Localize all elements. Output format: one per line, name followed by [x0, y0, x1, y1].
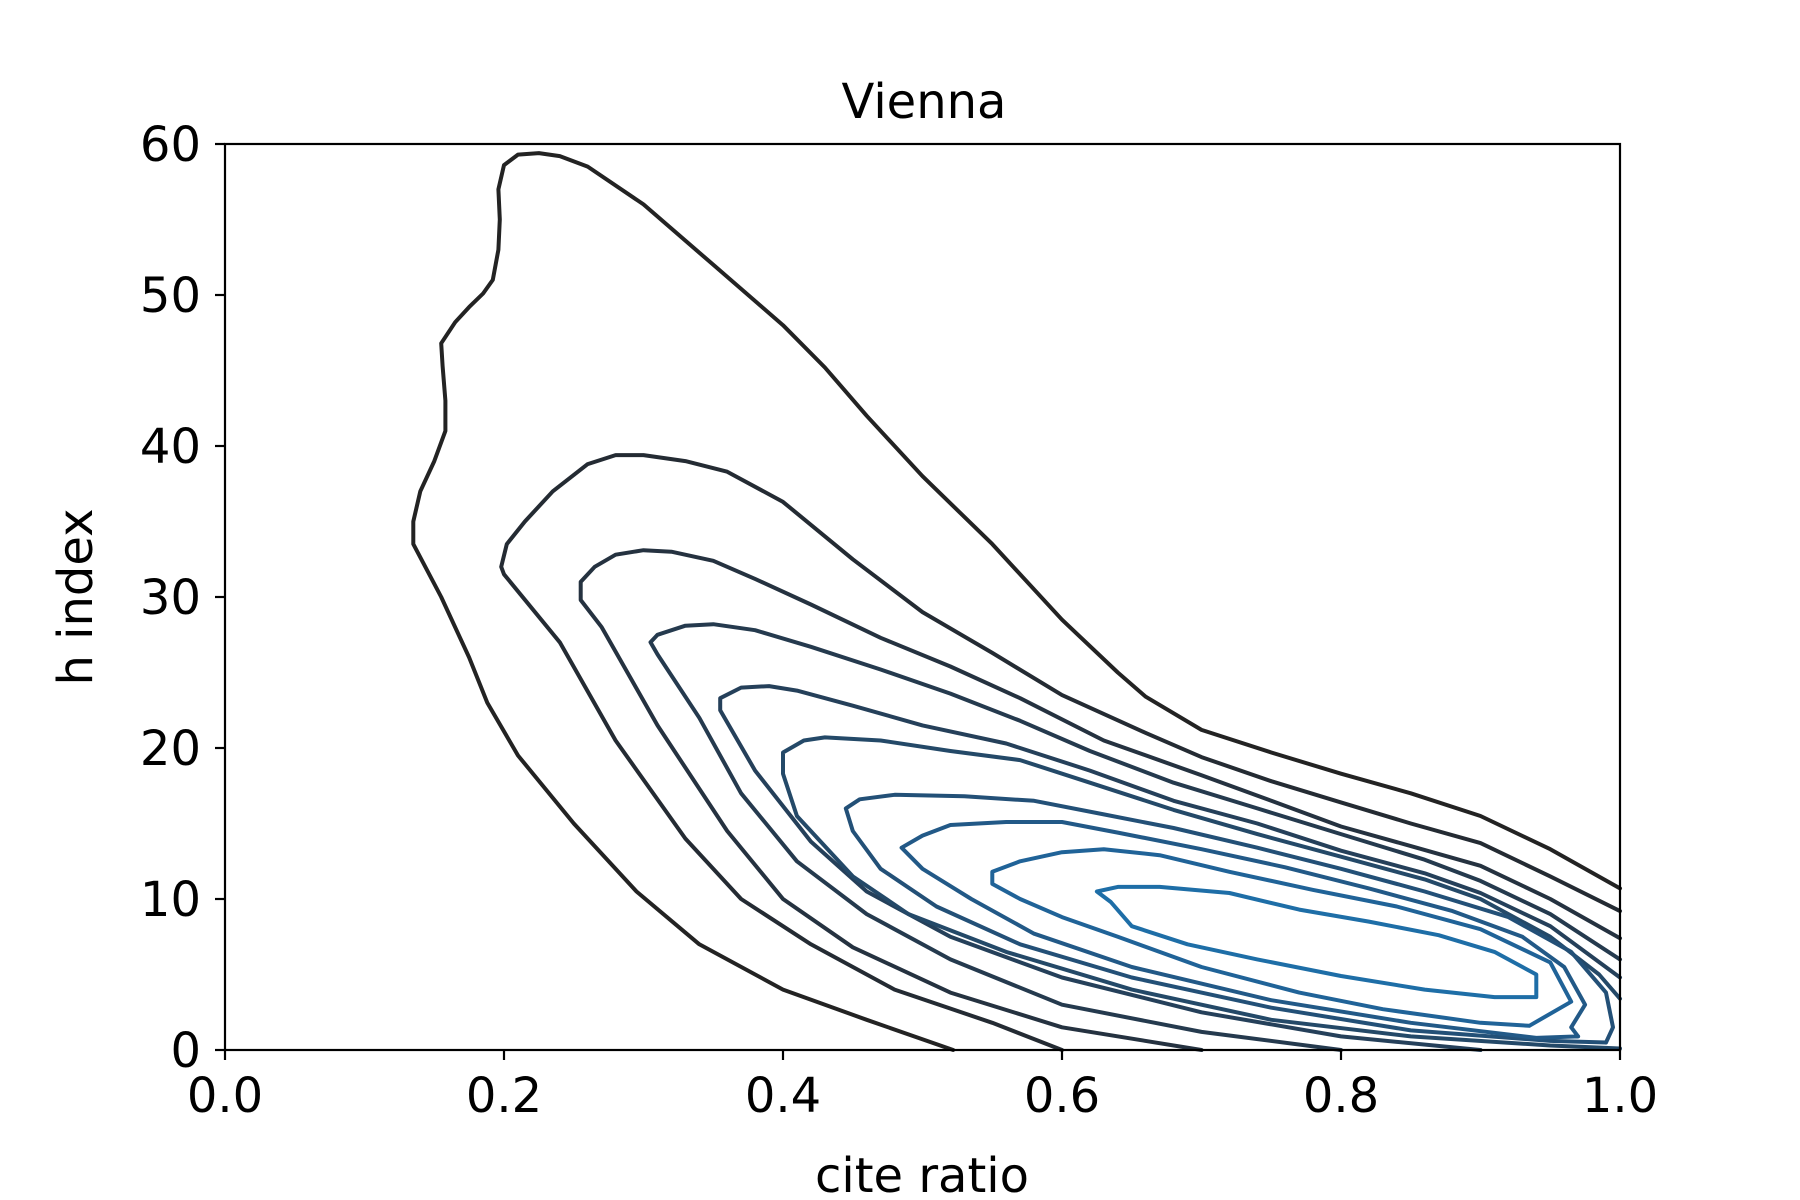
contour-line-5 — [718, 684, 1622, 1052]
y-tick-label: 20 — [140, 721, 201, 777]
plot-area-frame — [223, 142, 1622, 1052]
y-tick-label: 30 — [140, 570, 201, 626]
y-axis-ticks: 0 10 20 30 40 50 60 — [140, 117, 225, 1079]
contour-line-7 — [843, 792, 1615, 1045]
x-tick-label: 1.0 — [1582, 1068, 1658, 1124]
x-tick-label: 0.2 — [466, 1068, 542, 1124]
contour-line-2 — [499, 453, 1622, 1052]
y-tick-label: 40 — [140, 419, 201, 475]
contour-line-4 — [648, 622, 1622, 1052]
contour-lines — [411, 151, 1622, 1052]
contour-line-6 — [781, 735, 1622, 1051]
x-tick-label: 0.4 — [745, 1068, 821, 1124]
y-axis-title: h index — [48, 509, 104, 686]
x-tick-label: 0.8 — [1303, 1068, 1379, 1124]
y-tick-label: 0 — [170, 1023, 201, 1079]
chart-title: Vienna — [842, 74, 1007, 130]
y-tick-label: 60 — [140, 117, 201, 173]
contour-line-8 — [899, 820, 1588, 1040]
x-tick-label: 0.6 — [1024, 1068, 1100, 1124]
x-tick-label: 0.0 — [187, 1068, 263, 1124]
contour-line-1 — [411, 151, 1622, 1052]
x-axis-ticks: 0.0 0.2 0.4 0.6 0.8 1.0 — [187, 1050, 1658, 1124]
x-axis-title: cite ratio — [815, 1148, 1029, 1200]
contour-line-3 — [578, 548, 1622, 1052]
y-tick-label: 50 — [140, 268, 201, 324]
contour-line-9 — [990, 847, 1574, 1028]
y-tick-label: 10 — [140, 872, 201, 928]
contour-line-10 — [1094, 884, 1539, 1000]
